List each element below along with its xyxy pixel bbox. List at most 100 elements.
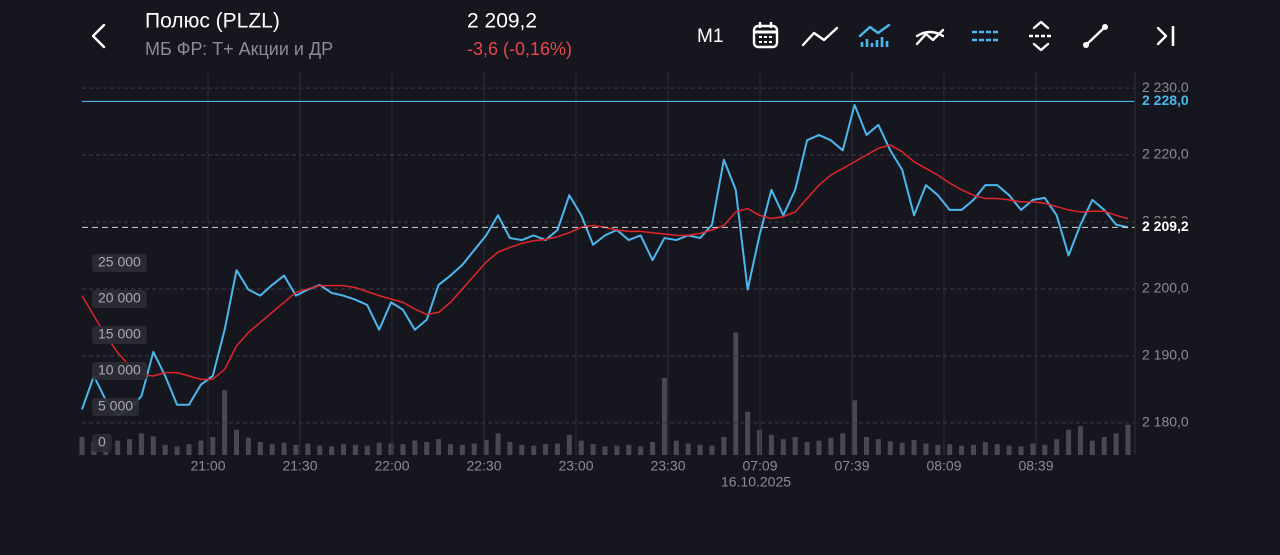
y-tick-label: 2 200,0 xyxy=(1142,280,1189,296)
indicator-button[interactable] xyxy=(915,28,945,46)
volume-tick-box xyxy=(92,398,140,417)
volume-bar xyxy=(840,433,846,455)
volume-bar xyxy=(329,446,335,455)
y-tick-label: 2 230,0 xyxy=(1142,79,1189,95)
y-tick-label: 2 220,0 xyxy=(1142,146,1189,162)
volume-bar xyxy=(650,442,656,455)
volume-bar xyxy=(792,437,798,455)
volume-bar xyxy=(459,444,465,455)
volume-bar xyxy=(447,444,453,455)
volume-bar xyxy=(1030,443,1036,455)
volume-bar xyxy=(709,445,715,455)
x-tick-label: 22:30 xyxy=(466,458,501,474)
volume-bar xyxy=(911,439,917,455)
volume-tick-label: 10 000 xyxy=(98,362,141,378)
volume-bar xyxy=(293,444,299,455)
scroll-end-button[interactable] xyxy=(1156,26,1175,46)
volume-bar xyxy=(400,444,406,455)
volume-bar xyxy=(864,437,869,455)
y-tick-label: 2 190,0 xyxy=(1142,347,1189,363)
volume-bar xyxy=(1054,439,1060,455)
volume-bar xyxy=(721,437,727,455)
volume-bar xyxy=(186,444,192,455)
volume-bar xyxy=(887,441,893,455)
volume-bar xyxy=(626,444,632,455)
y-tick-label: 2 180,0 xyxy=(1142,414,1189,430)
volume-bar xyxy=(543,444,549,455)
level-label: 2 228,0 xyxy=(1142,92,1189,108)
x-tick-label: 23:30 xyxy=(650,458,685,474)
volume-tick-label: 0 xyxy=(98,434,106,450)
volume-bar xyxy=(1101,437,1107,455)
volume-bar xyxy=(376,442,382,455)
volume-bar xyxy=(554,443,560,455)
volume-bar xyxy=(661,377,667,455)
volume-bar xyxy=(424,442,430,455)
volume-bar xyxy=(614,445,620,455)
volume-bar xyxy=(1089,440,1095,455)
label-layer: 21:00 21:30 22:00 22:30 23:00 23:30 07:09 07:39… xyxy=(92,79,1197,474)
x-tick-label: 21:30 xyxy=(282,458,317,474)
volume-tick-label: 25 000 xyxy=(98,254,141,270)
volume-bar xyxy=(150,436,156,455)
volume-bar xyxy=(1006,445,1012,455)
volume-bar xyxy=(234,429,240,455)
levels-button[interactable] xyxy=(972,30,998,42)
volume-bar xyxy=(162,444,168,455)
volume-tick-box xyxy=(92,326,147,345)
volume-bar xyxy=(899,442,905,455)
back-button[interactable] xyxy=(91,23,106,49)
date-label: 16.10.2025 xyxy=(721,474,791,490)
volume-bar xyxy=(982,442,988,455)
volume-bar xyxy=(436,439,442,455)
x-tick-label: 23:00 xyxy=(558,458,593,474)
volume-tick-box xyxy=(92,254,147,273)
volume-bar xyxy=(804,442,810,455)
volume-bar xyxy=(673,440,679,455)
volume-tick-label: 5 000 xyxy=(98,398,133,414)
grid-layer xyxy=(82,72,1135,455)
timeframe-button[interactable]: M1 xyxy=(697,26,723,47)
volume-bar xyxy=(697,444,703,455)
volume-tick-box xyxy=(92,434,112,452)
volume-bar xyxy=(745,411,751,455)
scale-button[interactable] xyxy=(1029,20,1053,52)
volume-bar xyxy=(970,444,976,455)
x-tick-label: 07:09 xyxy=(742,458,777,474)
volume-bar xyxy=(852,400,858,455)
volume-bar xyxy=(115,440,121,455)
volume-tick-box xyxy=(92,362,147,381)
volume-bar xyxy=(138,433,144,455)
x-tick-label: 07:39 xyxy=(834,458,869,474)
volume-bar xyxy=(1066,429,1072,455)
level-label-bg xyxy=(1137,92,1197,111)
volume-bar xyxy=(923,443,929,455)
volume-bar xyxy=(507,442,513,455)
price-change: -3,6 (-0,16%) xyxy=(467,39,572,59)
price-line xyxy=(81,103,1129,416)
volume-bar xyxy=(590,444,596,455)
volume-bar xyxy=(578,440,584,455)
volume-bar xyxy=(1113,433,1119,455)
line-type-button[interactable] xyxy=(801,26,839,47)
volume-bar xyxy=(768,434,774,455)
volume-bar xyxy=(602,446,608,455)
volume-bar xyxy=(828,437,834,455)
x-tick-label: 22:00 xyxy=(374,458,409,474)
volume-bar xyxy=(79,437,85,455)
volume-bar xyxy=(1077,426,1083,455)
volume-bar xyxy=(364,445,370,455)
volume-bar xyxy=(281,442,287,455)
volume-tick-box xyxy=(92,290,147,309)
line-layer xyxy=(81,100,1135,416)
volume-bar xyxy=(412,440,418,455)
calendar-button[interactable] xyxy=(752,22,779,49)
last-price-label: 2 209,2 xyxy=(1142,218,1189,234)
volume-toggle-button[interactable] xyxy=(858,23,891,47)
volume-bar xyxy=(994,444,1000,455)
draw-button[interactable] xyxy=(1083,24,1108,48)
volume-bar xyxy=(483,439,489,455)
